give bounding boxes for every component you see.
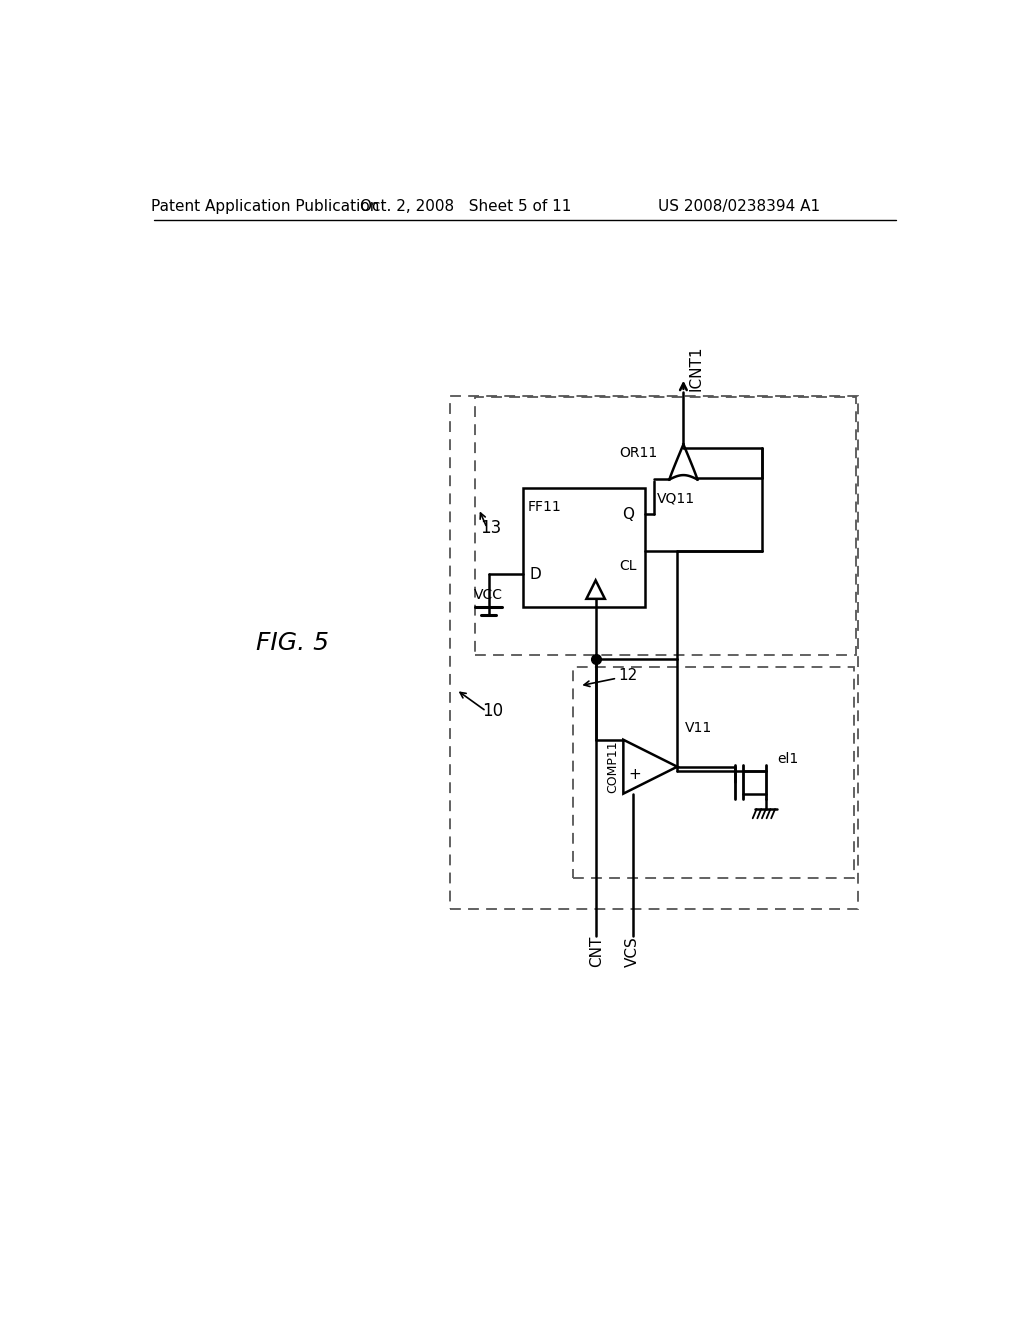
Text: CL: CL [620, 560, 637, 573]
Bar [475, 397, 856, 655]
Text: CNT: CNT [589, 936, 604, 968]
Bar [451, 396, 858, 909]
Text: V11: V11 [685, 721, 713, 735]
Text: Patent Application Publication: Patent Application Publication [152, 198, 380, 214]
Text: VQ11: VQ11 [657, 492, 695, 506]
Bar [573, 667, 854, 878]
Text: VCC: VCC [474, 587, 503, 602]
Text: ICNT1: ICNT1 [688, 346, 703, 391]
Text: 13: 13 [480, 519, 502, 537]
Text: VCS: VCS [625, 936, 640, 966]
Text: FIG. 5: FIG. 5 [256, 631, 329, 656]
Text: US 2008/0238394 A1: US 2008/0238394 A1 [657, 198, 820, 214]
Text: +: + [629, 767, 641, 781]
Text: Q: Q [622, 507, 634, 521]
Text: Oct. 2, 2008   Sheet 5 of 11: Oct. 2, 2008 Sheet 5 of 11 [359, 198, 571, 214]
Text: FF11: FF11 [528, 500, 562, 515]
Text: COMP11: COMP11 [606, 741, 620, 793]
Text: 12: 12 [618, 668, 638, 684]
Text: el1: el1 [777, 752, 799, 766]
Text: D: D [529, 566, 542, 582]
Text: OR11: OR11 [618, 446, 657, 461]
Text: 10: 10 [482, 702, 503, 721]
Bar [523, 488, 645, 607]
